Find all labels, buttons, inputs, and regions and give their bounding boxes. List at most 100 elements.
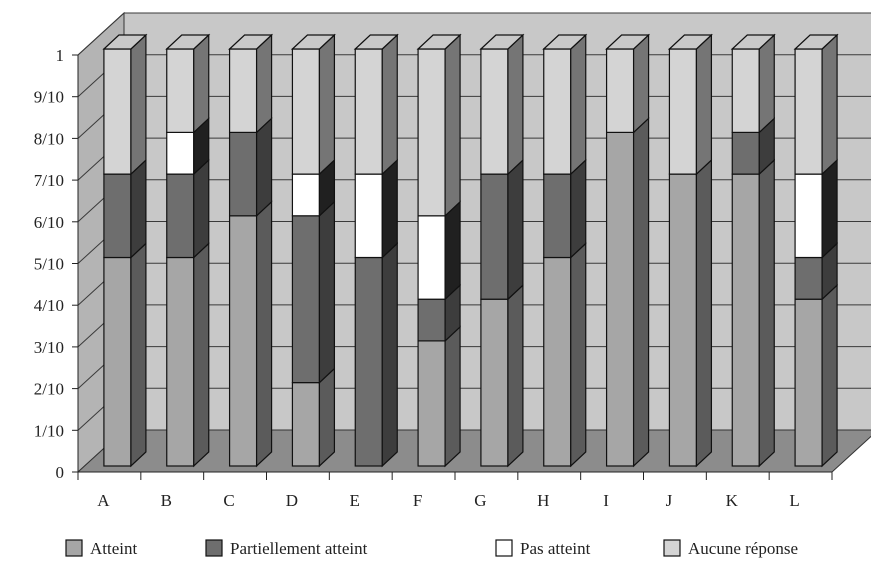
bar-segment-side (632, 33, 650, 134)
bar-segment-side (318, 33, 336, 176)
bar-segment (417, 298, 446, 342)
bar-segment-side (758, 33, 775, 134)
legend-label: Partiellement atteint (230, 539, 368, 558)
bar-segment (731, 173, 760, 467)
bar-segment (543, 173, 572, 259)
bar-segment (166, 131, 195, 175)
bar-top (730, 34, 776, 50)
bar-segment-side (255, 200, 273, 468)
bar-segment-side (507, 158, 524, 301)
x-tick-label: H (537, 491, 549, 510)
bar-segment-side (381, 158, 398, 259)
bar-segment (668, 173, 698, 467)
bar-segment-side (130, 33, 147, 176)
bar-top (290, 34, 336, 50)
x-tick-label: K (726, 491, 739, 510)
x-tick-label: D (286, 491, 298, 510)
x-tick-label: G (474, 491, 486, 510)
bar-segment (417, 215, 446, 300)
bar-segment-side (570, 158, 587, 259)
bar-segment-side (632, 117, 650, 468)
y-tick-label: 4/10 (34, 296, 64, 315)
bar-segment-side (318, 367, 336, 468)
bar-segment (166, 256, 195, 467)
bar-segment (543, 256, 572, 467)
bar-segment-side (255, 117, 273, 218)
bar-segment (166, 173, 195, 259)
bar-segment (291, 382, 321, 467)
y-tick-label: 9/10 (34, 88, 64, 107)
bar-segment (291, 173, 321, 217)
bar-segment-side (255, 33, 273, 134)
bar-segment-side (318, 200, 336, 384)
bar-top (667, 34, 713, 50)
bar-segment-side (193, 242, 210, 468)
bar-segment (480, 48, 509, 175)
bar-top (542, 34, 588, 50)
bar-top (165, 34, 211, 50)
legend-label: Atteint (90, 539, 137, 558)
bar-segment-side (130, 242, 147, 468)
bar-segment (417, 48, 446, 217)
gridline-side (77, 12, 125, 56)
bar-segment-side (570, 33, 587, 176)
bar-segment-side (570, 242, 587, 468)
legend-swatch (495, 539, 513, 557)
bar-top (479, 34, 525, 50)
bar-segment-side (130, 158, 147, 259)
bar-segment (605, 48, 635, 134)
y-tick-label: 3/10 (34, 338, 64, 357)
bar-segment-side (381, 33, 398, 176)
bar-segment (354, 173, 383, 259)
bar-segment-side (193, 33, 210, 134)
legend: Atteint Partiellement atteint Pas atteint A… (65, 539, 798, 558)
x-tick-label: C (223, 491, 234, 510)
bar-segment-side (444, 33, 461, 218)
bar-top (605, 34, 651, 50)
bar-segment-side (444, 325, 461, 468)
x-tick-label: L (789, 491, 799, 510)
bar-segment (417, 340, 446, 467)
bar-segment-side (821, 283, 838, 468)
x-tick-label: I (603, 491, 609, 510)
x-tick-label: J (666, 491, 673, 510)
bar-segment (228, 131, 258, 217)
bar-segment (103, 48, 132, 175)
legend-swatch (663, 539, 681, 557)
x-tick-label: A (97, 491, 110, 510)
bar-segment-side (758, 158, 775, 468)
y-tick-label: 1/10 (34, 421, 64, 440)
bar-segment (228, 215, 258, 467)
bars (102, 33, 839, 468)
bar-top (416, 34, 462, 50)
bar-segment (354, 48, 383, 175)
bar-top (102, 34, 148, 50)
legend-swatch (205, 539, 223, 557)
bar-segment (480, 298, 509, 467)
bar-segment-side (507, 33, 524, 176)
bar-segment (354, 256, 383, 467)
bar-segment (480, 173, 509, 300)
bar-segment-side (695, 33, 713, 176)
bar-segment (794, 298, 823, 467)
bar-segment-side (193, 158, 210, 259)
y-tick-label: 5/10 (34, 255, 64, 274)
x-tick-label: F (413, 491, 422, 510)
y-tick-label: 8/10 (34, 129, 64, 148)
y-tick-label: 6/10 (34, 213, 64, 232)
bar-segment-side (695, 158, 713, 468)
y-tick-label: 7/10 (34, 171, 64, 190)
legend-swatch (65, 539, 83, 557)
legend-label: Aucune réponse (688, 539, 798, 558)
bar-segment-side (821, 33, 838, 176)
y-tick-label: 0 (56, 463, 65, 482)
bar-segment-side (444, 200, 461, 301)
bar-segment (605, 131, 635, 467)
bar-segment (291, 48, 321, 175)
bar-top (353, 34, 399, 50)
x-tick-label: B (161, 491, 172, 510)
bar-segment (228, 48, 258, 134)
bar-segment-side (821, 158, 838, 259)
